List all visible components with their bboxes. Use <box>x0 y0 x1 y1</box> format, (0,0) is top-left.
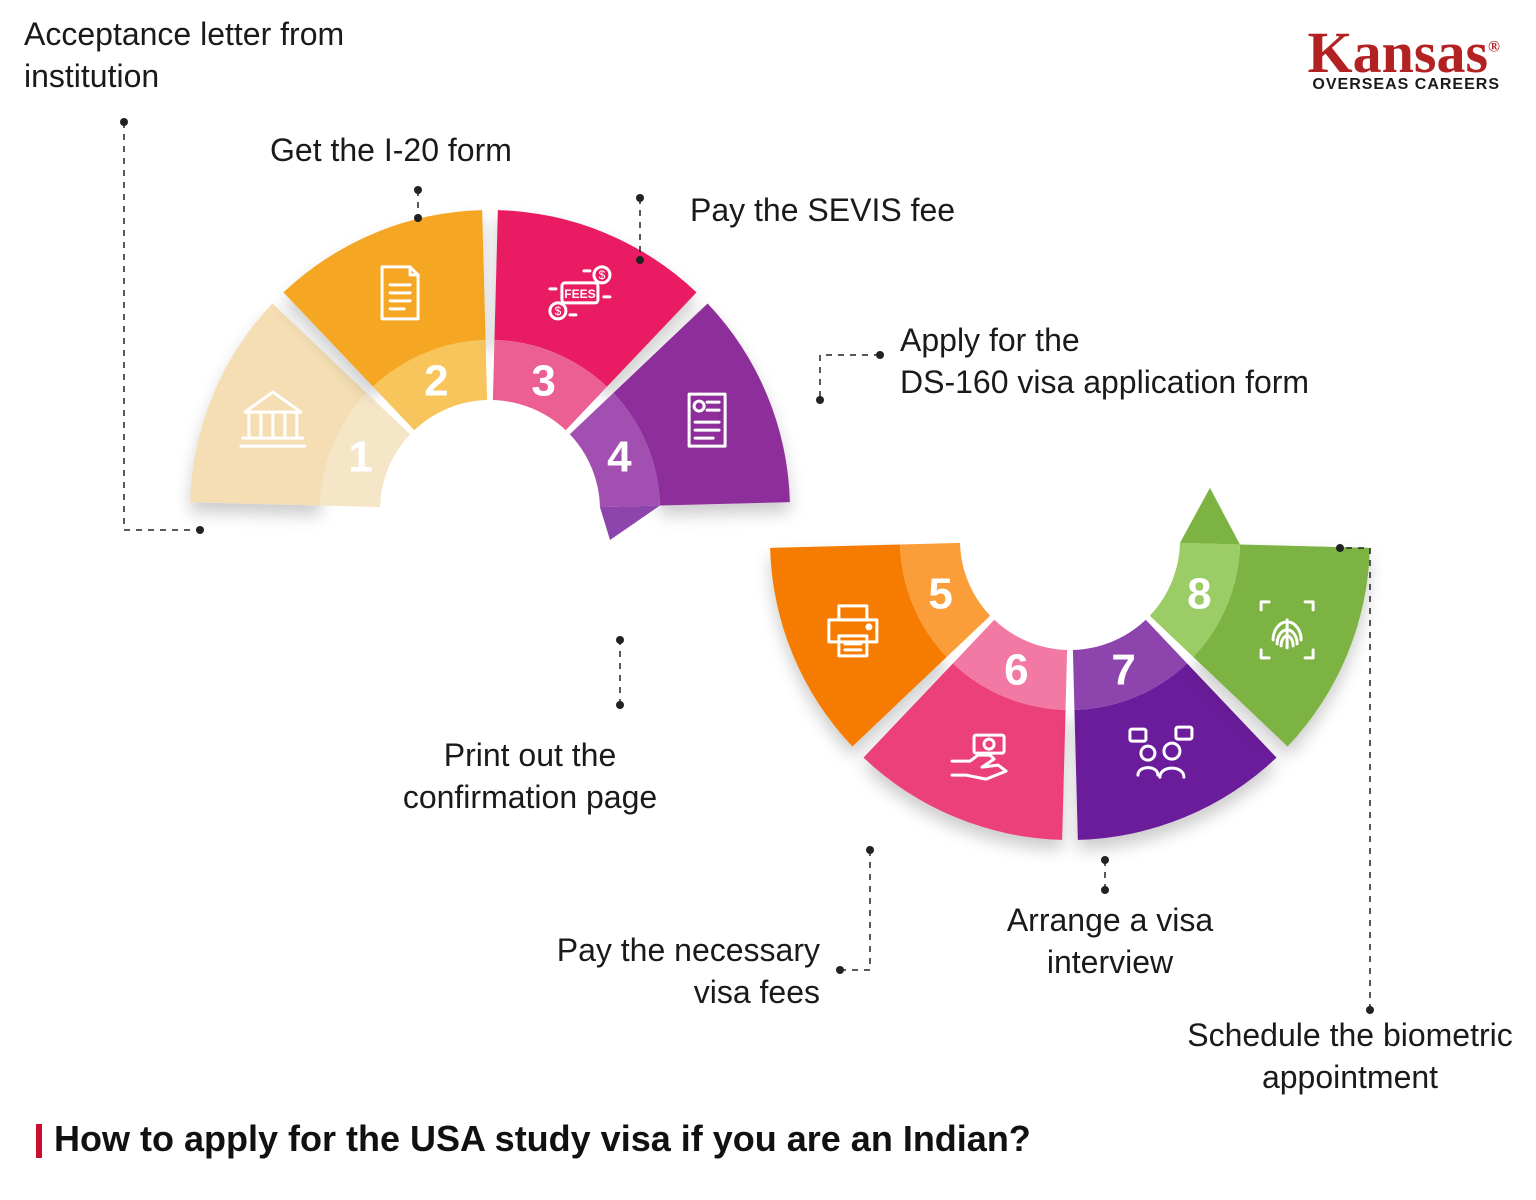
step-6-label: Pay the necessaryvisa fees <box>520 930 820 1013</box>
flow-arrow-1 <box>600 506 660 540</box>
leader-1 <box>124 122 200 530</box>
step-5-label: Print out theconfirmation page <box>380 735 680 818</box>
footer-title: How to apply for the USA study visa if y… <box>36 1118 1031 1160</box>
step-8-label: Schedule the biometricappointment <box>1160 1015 1536 1098</box>
leader-4 <box>820 355 880 400</box>
step-7-number: 7 <box>1111 645 1135 694</box>
svg-text:$: $ <box>599 268 606 282</box>
step-1-label: Acceptance letter frominstitution <box>24 14 344 97</box>
step-7-label: Arrange a visainterview <box>980 900 1240 983</box>
svg-text:$: $ <box>555 304 562 318</box>
step-2-number: 2 <box>424 357 448 406</box>
svg-text:FEES: FEES <box>564 287 595 301</box>
brand-logo: Kansas® OVERSEAS CAREERS <box>1308 30 1500 94</box>
step-3-number: 3 <box>531 357 555 406</box>
brand-name: Kansas <box>1308 20 1489 85</box>
step-4-number: 4 <box>607 432 632 481</box>
step-8-number: 8 <box>1187 570 1211 619</box>
leader-6 <box>840 850 870 970</box>
brand-sub: OVERSEAS CAREERS <box>1308 76 1500 94</box>
step-6-number: 6 <box>1004 645 1028 694</box>
footer-accent-bar <box>36 1124 42 1158</box>
flow-arrow-2 <box>1180 488 1240 545</box>
step-2-label: Get the I-20 form <box>270 130 512 172</box>
step-5-number: 5 <box>928 570 952 619</box>
footer-text: How to apply for the USA study visa if y… <box>54 1118 1031 1159</box>
step-1-number: 1 <box>348 432 372 481</box>
step-4-label: Apply for theDS-160 visa application for… <box>900 320 1309 403</box>
step-3-label: Pay the SEVIS fee <box>690 190 955 232</box>
